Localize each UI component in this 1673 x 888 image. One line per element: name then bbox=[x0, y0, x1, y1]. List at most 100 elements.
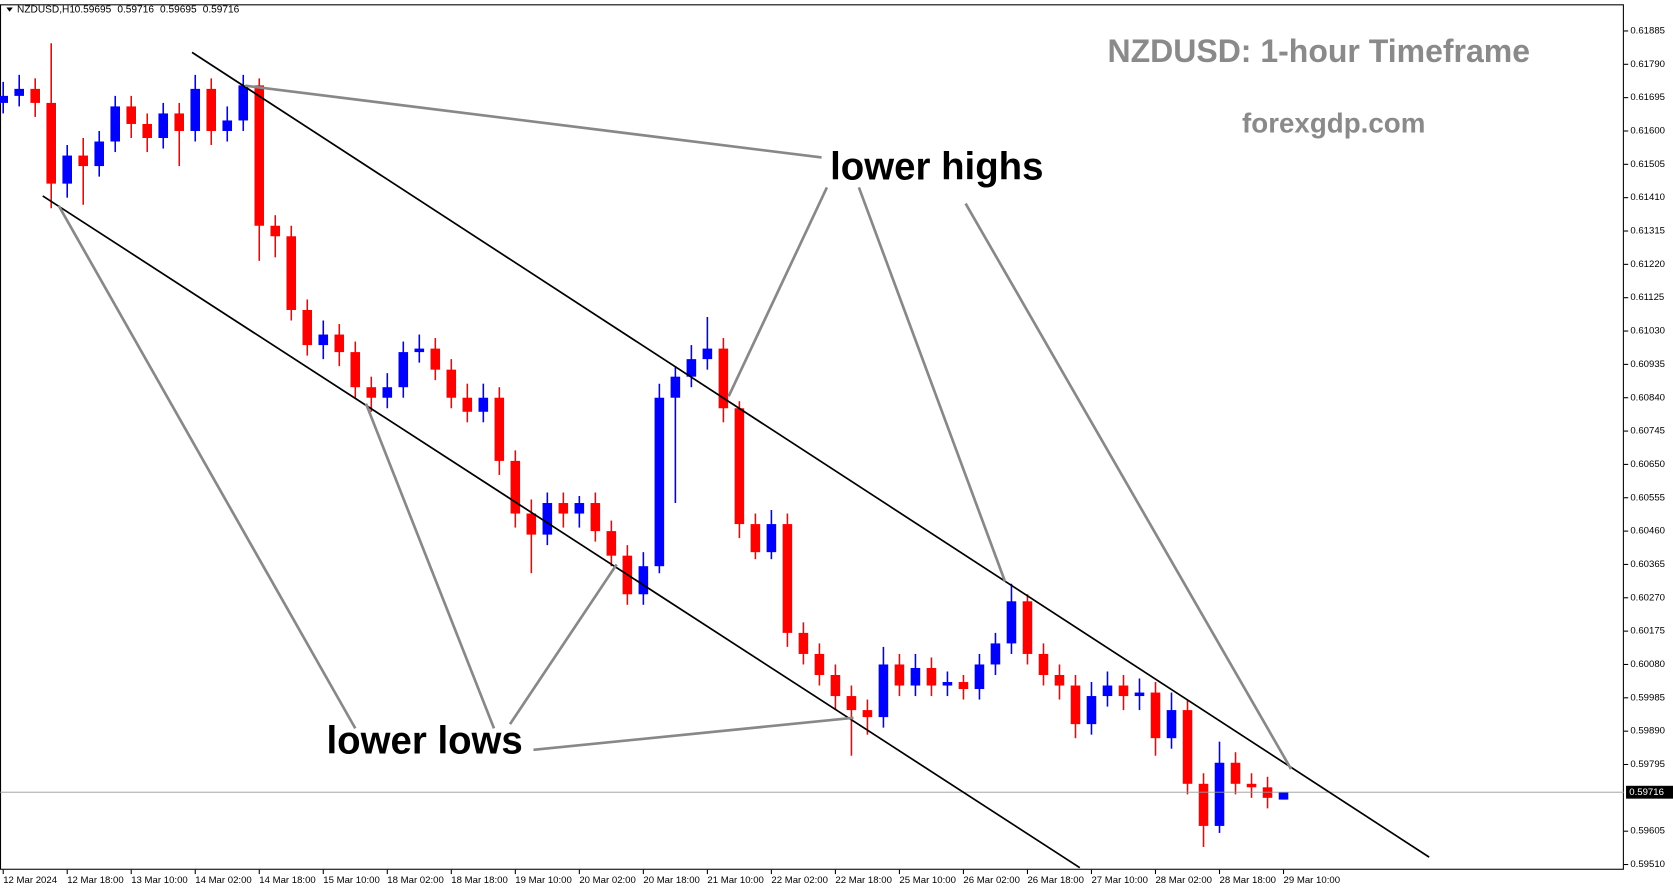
candle-body bbox=[430, 348, 441, 370]
candle-body bbox=[206, 88, 217, 131]
candle-body bbox=[782, 524, 793, 633]
candle-body bbox=[398, 352, 409, 388]
candle-body bbox=[798, 632, 809, 654]
candle-body bbox=[1086, 696, 1097, 725]
symbol: NZDUSD,H1 bbox=[17, 4, 75, 15]
x-tick-label: 12 Mar 2024 bbox=[3, 875, 58, 886]
trendline bbox=[191, 51, 1430, 858]
x-tick-label: 26 Mar 02:00 bbox=[963, 875, 1020, 886]
candle-body bbox=[238, 85, 249, 121]
annotation-label: lower lows bbox=[327, 720, 523, 763]
candle-body bbox=[542, 503, 553, 535]
x-tick-label: 12 Mar 18:00 bbox=[67, 875, 124, 886]
annotation-pointer bbox=[857, 186, 1007, 583]
y-tick-label: 0.59605 bbox=[1630, 826, 1665, 837]
x-tick-label: 20 Mar 18:00 bbox=[643, 875, 700, 886]
plot-frame bbox=[0, 4, 1624, 870]
candle-body bbox=[286, 236, 297, 310]
candle-body bbox=[510, 460, 521, 514]
y-tick-label: 0.60745 bbox=[1630, 426, 1665, 437]
candle-body bbox=[478, 397, 489, 412]
price-label-box bbox=[1626, 785, 1673, 799]
candle-body bbox=[414, 348, 425, 353]
candle-body bbox=[1070, 685, 1081, 725]
candle-body bbox=[190, 88, 201, 131]
candle-body bbox=[1006, 601, 1017, 644]
candle-body bbox=[494, 397, 505, 461]
candle-body bbox=[446, 369, 457, 398]
candle-body bbox=[526, 513, 537, 535]
candle-body bbox=[158, 113, 169, 139]
y-tick-label: 0.60935 bbox=[1630, 359, 1665, 370]
y-tick-label: 0.60555 bbox=[1630, 492, 1665, 503]
y-tick-label: 0.61315 bbox=[1630, 226, 1665, 237]
y-tick-label: 0.60175 bbox=[1630, 626, 1665, 637]
candle-body bbox=[750, 524, 761, 553]
y-tick-label: 0.61410 bbox=[1630, 192, 1665, 203]
candle-body bbox=[990, 643, 1001, 665]
x-tick-label: 19 Mar 10:00 bbox=[515, 875, 572, 886]
candle-body bbox=[654, 397, 665, 567]
chart-title: NZDUSD: 1-hour Timeframe bbox=[1107, 33, 1530, 69]
candle-body bbox=[30, 88, 41, 103]
y-tick-label: 0.61505 bbox=[1630, 159, 1665, 170]
candle-body bbox=[1134, 692, 1145, 697]
y-tick-label: 0.60270 bbox=[1630, 592, 1665, 603]
x-tick-label: 20 Mar 02:00 bbox=[579, 875, 636, 886]
candle-body bbox=[94, 141, 105, 167]
candle-body bbox=[254, 85, 265, 226]
candle-body bbox=[590, 503, 601, 532]
candle-body bbox=[1054, 674, 1065, 686]
ohlc-close: 0.59716 bbox=[203, 4, 240, 15]
x-tick-label: 13 Mar 10:00 bbox=[131, 875, 188, 886]
y-tick-label: 0.61125 bbox=[1630, 292, 1664, 303]
y-tick-label: 0.60840 bbox=[1630, 392, 1665, 403]
candle-body bbox=[1214, 762, 1225, 826]
candle-body bbox=[1166, 710, 1177, 739]
x-tick-label: 27 Mar 10:00 bbox=[1091, 875, 1148, 886]
candle-body bbox=[126, 106, 137, 124]
candle-body bbox=[558, 503, 569, 514]
candle-body bbox=[62, 155, 73, 184]
x-tick-label: 28 Mar 18:00 bbox=[1220, 875, 1277, 886]
annotation-pointer bbox=[533, 716, 854, 752]
annotation-label: lower highs bbox=[830, 145, 1043, 188]
candle-body bbox=[718, 348, 729, 409]
candle-body bbox=[78, 155, 89, 167]
annotation-pointer bbox=[57, 205, 357, 730]
y-tick-label: 0.59795 bbox=[1630, 759, 1665, 770]
chart-subtitle: forexgdp.com bbox=[1242, 108, 1425, 139]
price-label: 0.59716 bbox=[1629, 787, 1664, 798]
candle-body bbox=[1230, 762, 1241, 784]
y-tick-label: 0.61030 bbox=[1630, 326, 1665, 337]
candle-body bbox=[334, 334, 345, 353]
candle-body bbox=[0, 95, 9, 103]
x-tick-label: 28 Mar 02:00 bbox=[1155, 875, 1212, 886]
y-tick-label: 0.61790 bbox=[1630, 59, 1665, 70]
x-tick-label: 14 Mar 02:00 bbox=[195, 875, 252, 886]
candle-body bbox=[222, 120, 233, 131]
candle-body bbox=[1198, 783, 1209, 826]
candle-body bbox=[1118, 685, 1129, 697]
trendline bbox=[42, 195, 1081, 869]
y-tick-label: 0.59890 bbox=[1630, 726, 1665, 737]
ohlc-high: 0.59716 bbox=[117, 4, 154, 15]
y-tick-label: 0.61600 bbox=[1630, 126, 1665, 137]
y-tick-label: 0.60460 bbox=[1630, 526, 1665, 537]
x-tick-label: 29 Mar 10:00 bbox=[1284, 875, 1341, 886]
candle-body bbox=[1278, 792, 1289, 800]
candle-body bbox=[270, 225, 281, 237]
candle-body bbox=[862, 710, 873, 718]
candle-body bbox=[46, 102, 57, 184]
candle-body bbox=[702, 348, 713, 360]
candle-body bbox=[366, 387, 377, 398]
candle-body bbox=[462, 397, 473, 412]
x-tick-label: 18 Mar 18:00 bbox=[451, 875, 508, 886]
candle-body bbox=[302, 309, 313, 346]
candle-body bbox=[1150, 692, 1161, 739]
candle-body bbox=[1038, 653, 1049, 675]
x-tick-label: 22 Mar 02:00 bbox=[771, 875, 828, 886]
candle-body bbox=[878, 664, 889, 718]
